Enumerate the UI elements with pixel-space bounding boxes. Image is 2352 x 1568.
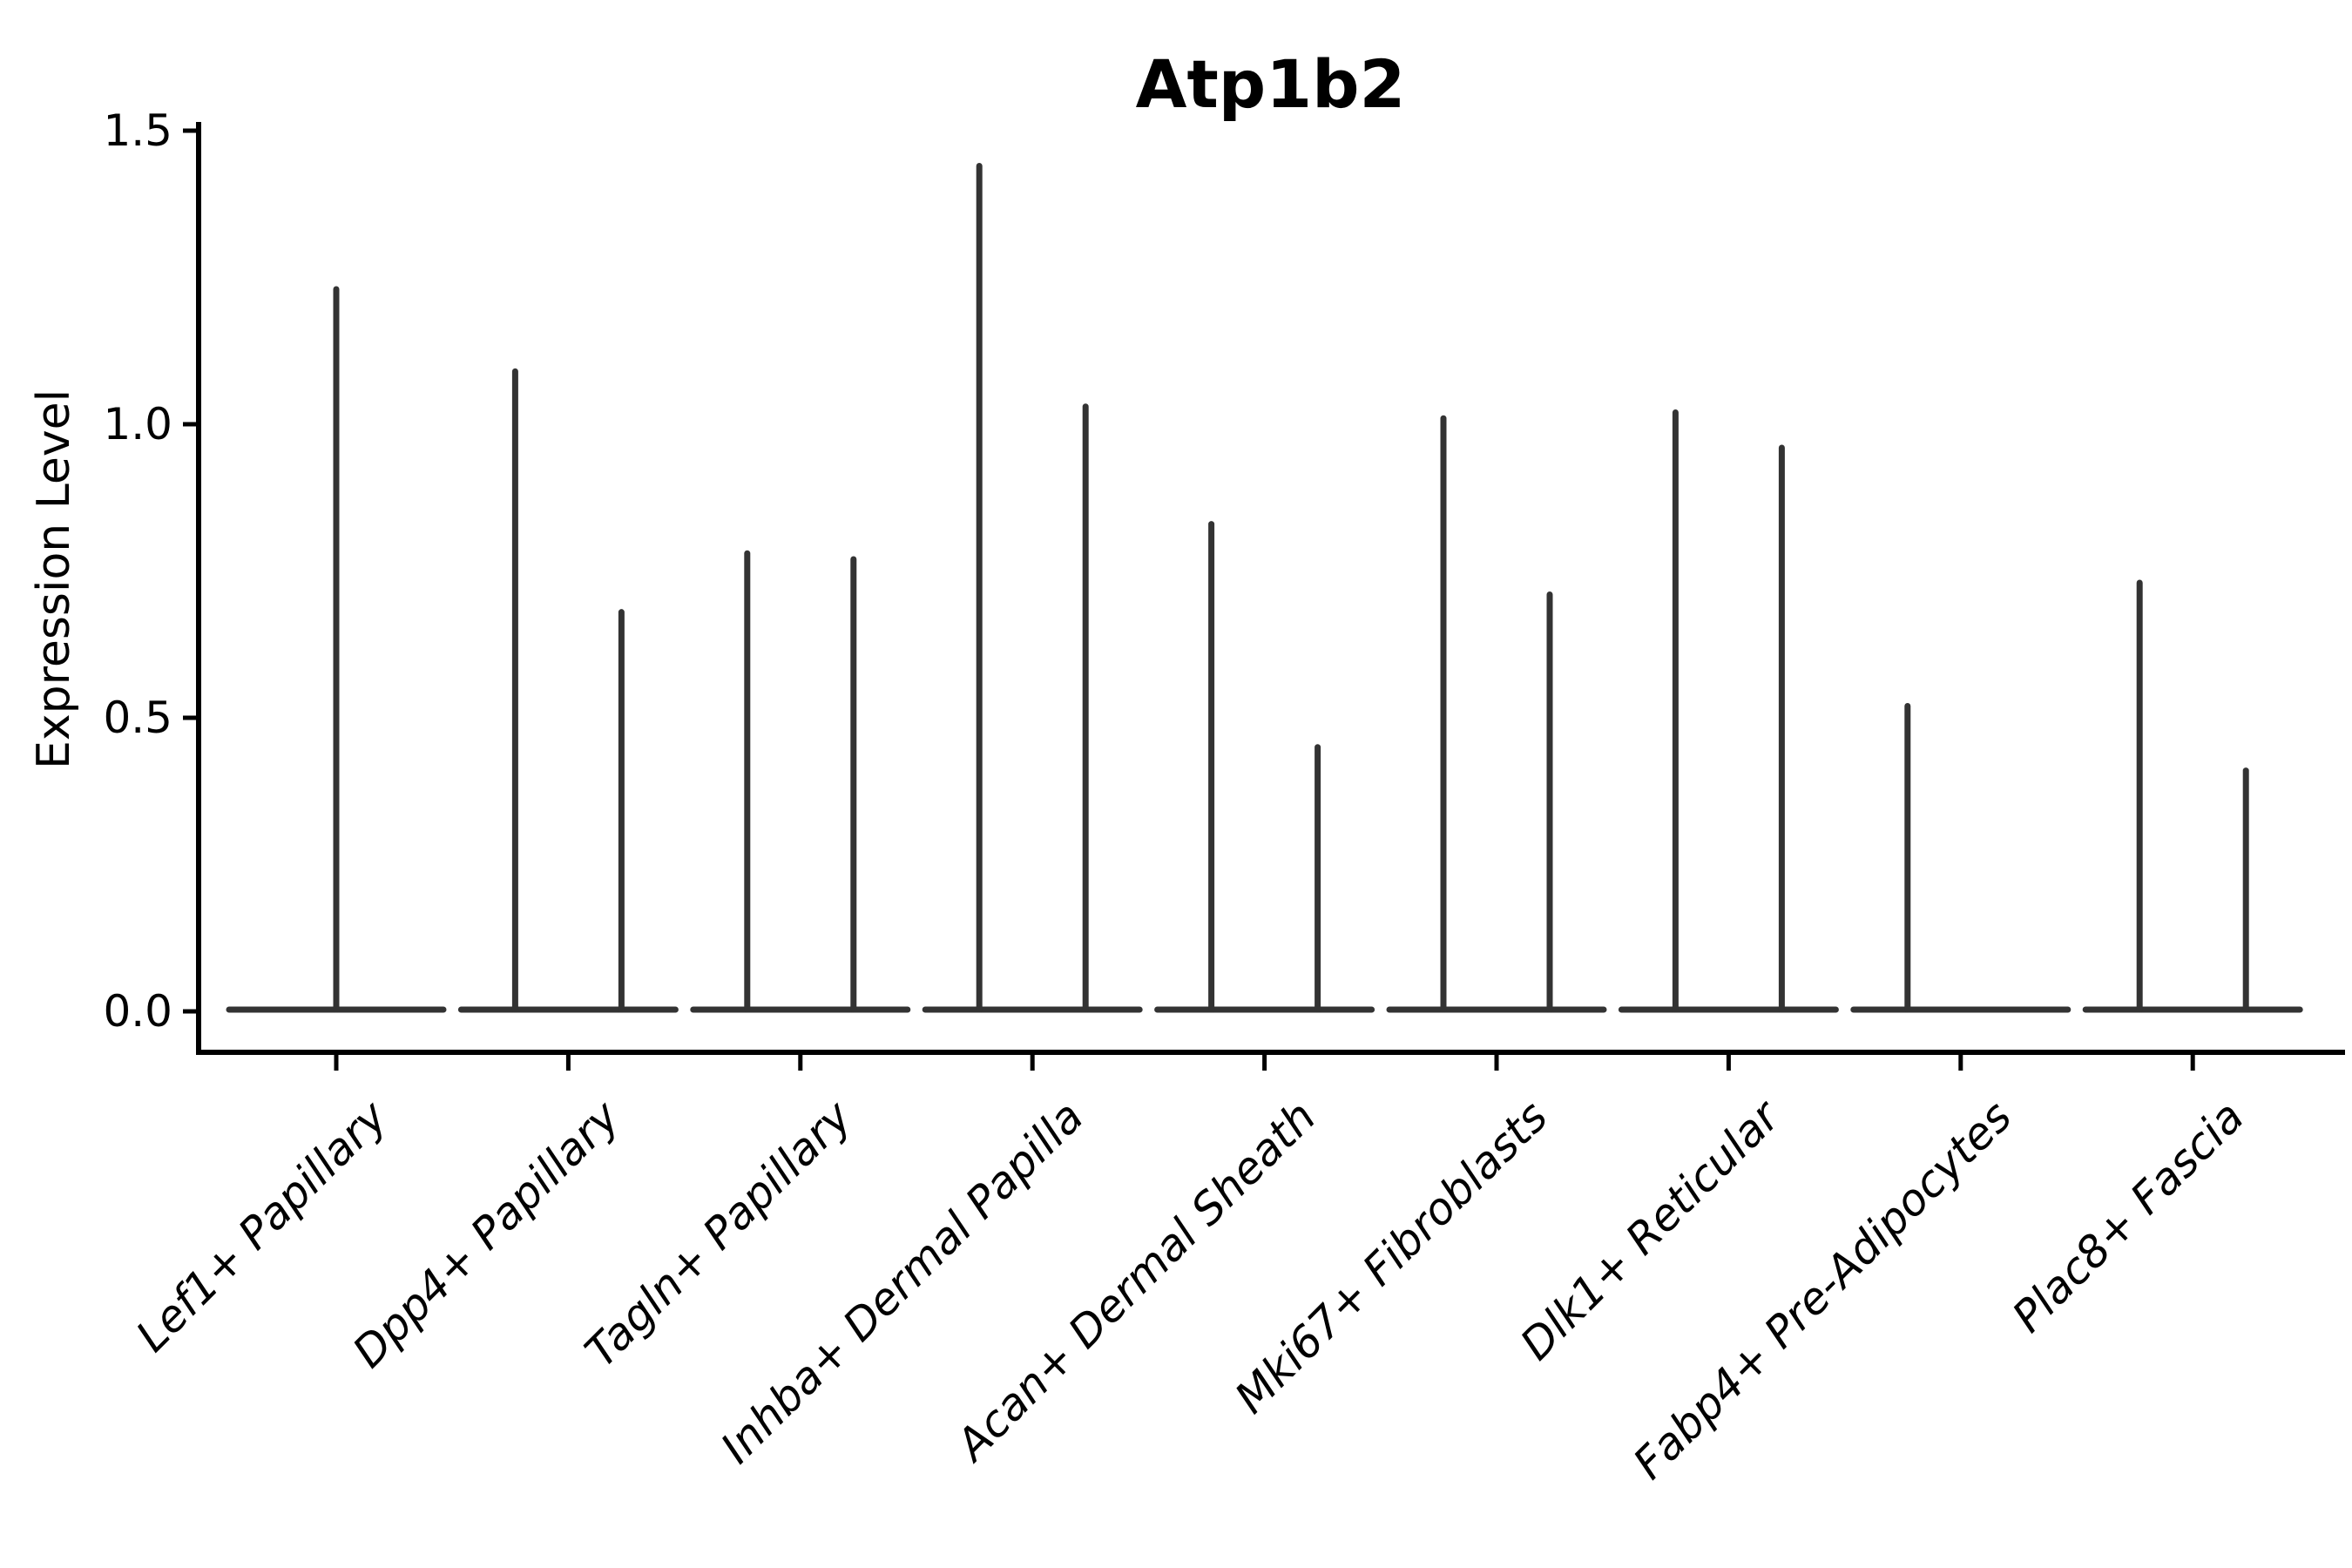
y-tick-label: 1.5 xyxy=(103,105,172,156)
y-tick-label: 0.0 xyxy=(103,986,172,1037)
y-axis-label: Expression Level xyxy=(28,389,80,770)
chart-title: Atp1b2 xyxy=(1135,45,1406,123)
y-tick-label: 1.0 xyxy=(103,399,172,449)
y-tick-label: 0.5 xyxy=(103,693,172,743)
